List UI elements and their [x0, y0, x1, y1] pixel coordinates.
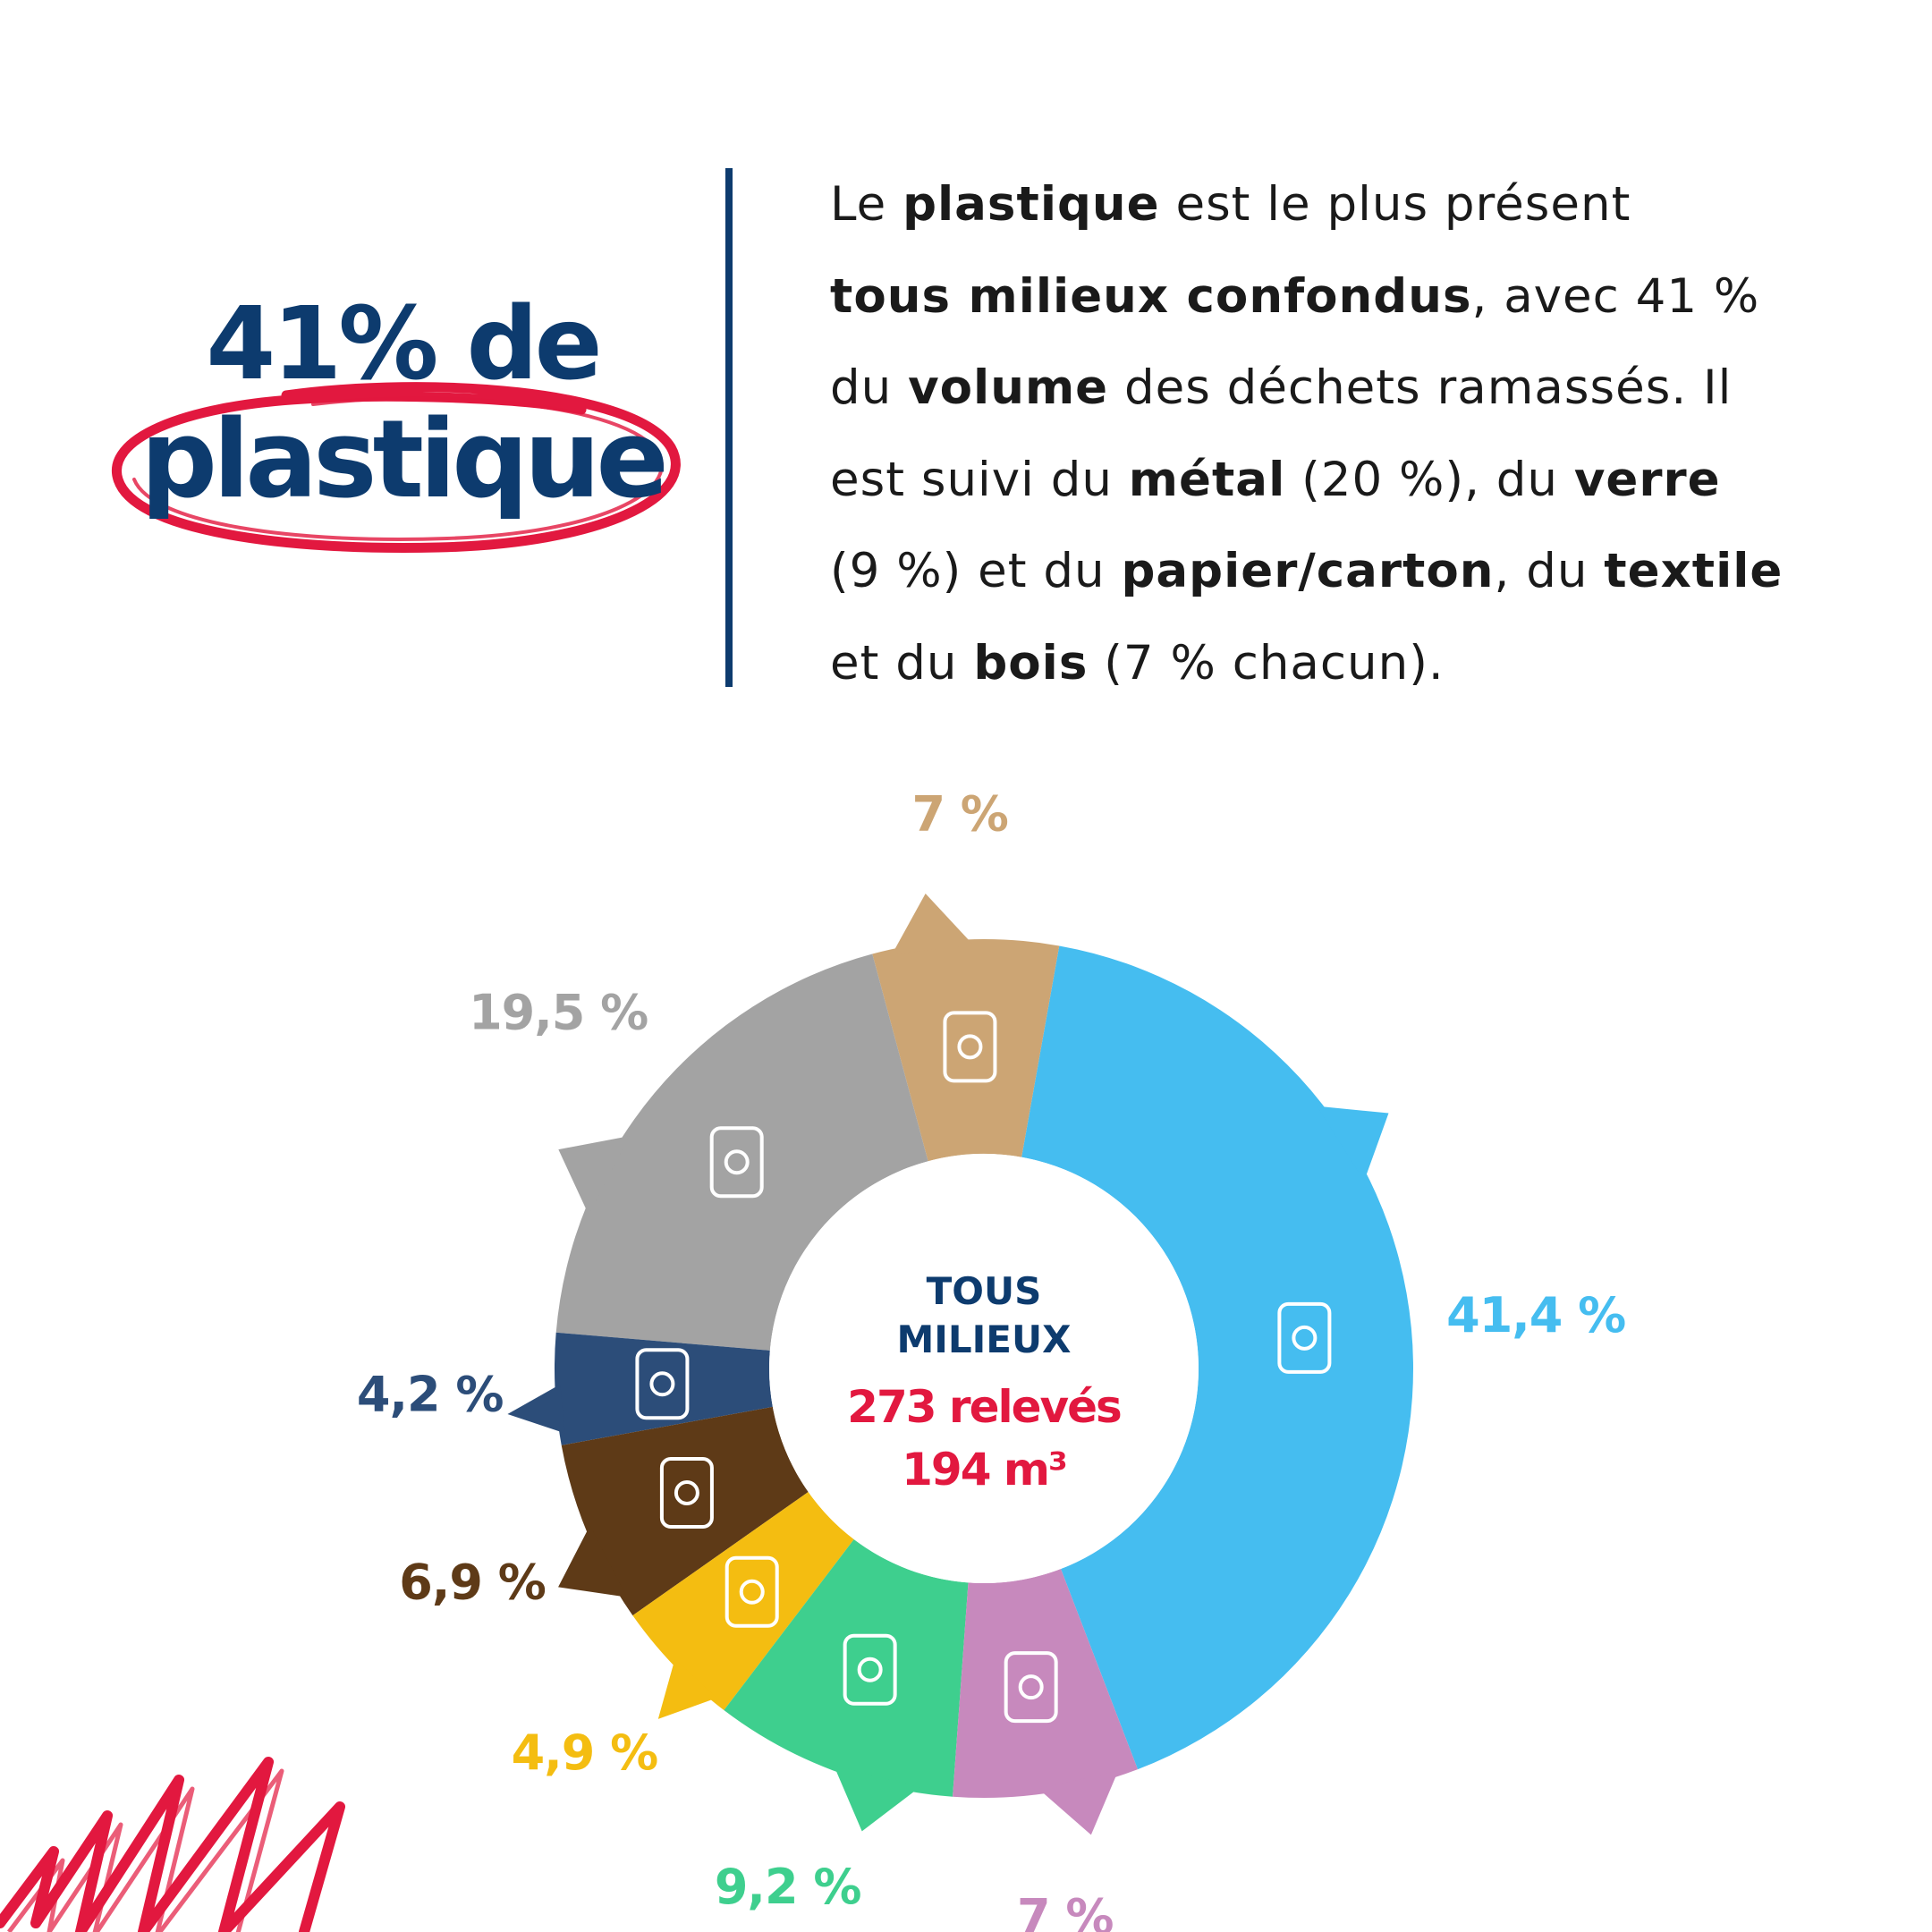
slice-pointer-autre: [657, 1658, 717, 1719]
slice-pointer-metal: [558, 1136, 630, 1216]
slice-pointer-verre: [833, 1765, 919, 1832]
slice-autre: [632, 1492, 854, 1711]
slice-label-pneu: 4,2 %: [357, 1367, 504, 1423]
slice-labels: 41,4 % 7 % 19,5 % 4,2 % 6,9 % 4,9 % 9,2 % 7 %: [357, 786, 1626, 1932]
tshirt-icon: [1004, 1651, 1058, 1724]
slice-label-autre: 4,9 %: [512, 1724, 658, 1781]
intro-line-4: est suivi du métal (20 %), du verre: [830, 452, 1721, 507]
slice-label-plastique: 41,4 %: [1446, 1287, 1625, 1343]
slice-pointer-bois: [558, 1525, 627, 1597]
slice-label-textile: 7 %: [1017, 1888, 1113, 1932]
cardboard-box-icon: [943, 1011, 997, 1083]
slice-label-metal: 19,5 %: [469, 985, 648, 1041]
slice-pointer-textile: [1038, 1770, 1119, 1835]
glass-bottle-icon: [843, 1633, 897, 1706]
can-icon: [709, 1126, 764, 1199]
slice-papier-carton: [872, 939, 1060, 1162]
slice-textile: [953, 1569, 1139, 1798]
intro-line-3: du volume des déchets ramassés. Il: [830, 360, 1733, 415]
slice-label-papier-carton: 7 %: [911, 786, 1007, 843]
headline: 41% de plastique: [98, 286, 707, 519]
center-count: 273 relevés: [847, 1381, 1121, 1433]
plastic-bottle-icon: [1277, 1301, 1332, 1374]
red-scribble-decoration: [0, 1757, 345, 1932]
intro-line-1: Le plastique est le plus présent: [830, 177, 1631, 232]
slice-icons: [635, 1011, 1332, 1724]
hand-drawn-circle: [112, 382, 681, 553]
donut-hole: [769, 1154, 1199, 1583]
slice-label-verre: 9,2 %: [715, 1859, 861, 1915]
intro-line-5: (9 %) et du papier/carton, du textile: [830, 544, 1784, 598]
intro-line-2: tous milieux confondus, avec 41 %: [830, 268, 1760, 324]
center-title-line-2: MILIEUX: [897, 1318, 1072, 1361]
slice-pneu: [555, 1332, 773, 1445]
tire-icon: [635, 1348, 690, 1420]
vertical-divider: [725, 168, 733, 687]
dots-icon: [724, 1555, 779, 1628]
slice-plastique: [1021, 945, 1414, 1770]
center-title-line-1: TOUS: [927, 1269, 1042, 1313]
slice-label-bois: 6,9 %: [399, 1554, 546, 1610]
headline-line-2: plastique: [140, 398, 669, 522]
wood-log-icon: [659, 1456, 714, 1529]
slice-pointer-pneu: [507, 1384, 565, 1434]
slice-bois: [561, 1406, 809, 1616]
slice-pointer-plastique: [1317, 1106, 1389, 1182]
center-volume: 194 m³: [902, 1444, 1066, 1496]
intro-paragraph: Le plastique est le plus présent tous mi…: [830, 159, 1859, 709]
intro-line-6: et du bois (7 % chacun).: [830, 635, 1445, 691]
slice-pointer-papier-carton: [892, 893, 973, 955]
